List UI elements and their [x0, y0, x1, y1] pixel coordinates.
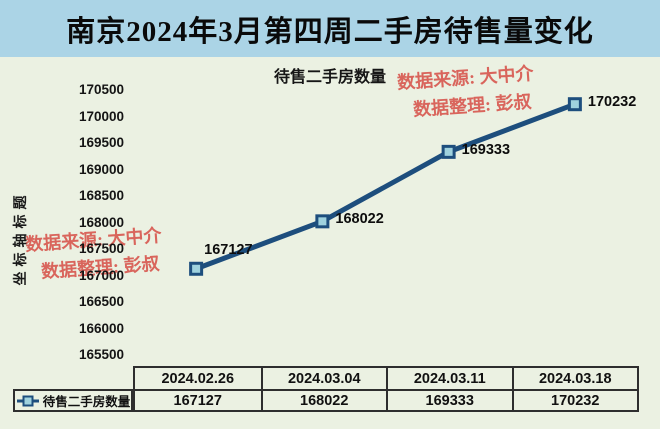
- data-point-marker: [441, 144, 456, 159]
- legend-label: 待售二手房数量: [42, 395, 131, 409]
- data-point-marker: [315, 214, 330, 229]
- table-header-cell: 2024.03.11: [386, 368, 512, 389]
- y-tick-label: 170000: [78, 108, 124, 124]
- data-point-marker: [567, 97, 582, 112]
- table-value-cell: 170232: [511, 389, 637, 410]
- y-tick-label: 170500: [78, 82, 124, 97]
- legend-cell: 待售二手房数量: [13, 389, 133, 412]
- table-value-cell: 169333: [386, 389, 512, 410]
- chart-title: 待售二手房数量: [273, 69, 386, 86]
- line-series-legend-icon: [16, 395, 39, 406]
- title-bar: 南京2024年3月第四周二手房待售量变化: [0, 0, 660, 57]
- y-tick-label: 165500: [78, 347, 124, 362]
- data-point-label: 167127: [204, 241, 253, 258]
- y-tick-label: 167000: [78, 267, 124, 283]
- y-axis-title: 坐标轴标题: [12, 190, 28, 286]
- y-tick-label: 169000: [78, 161, 124, 177]
- y-tick-label: 166000: [78, 320, 124, 336]
- y-tick-label: 168000: [78, 214, 124, 230]
- table-header-cell: 2024.02.26: [161, 370, 235, 387]
- data-point-label: 170232: [587, 94, 637, 111]
- y-tick-label: 169500: [78, 135, 124, 150]
- data-point-label: 168022: [335, 211, 384, 228]
- table-value-cell: 168022: [260, 389, 386, 410]
- series-line: [195, 101, 576, 272]
- data-point-marker: [189, 261, 204, 276]
- y-tick-label: 166500: [78, 294, 124, 309]
- page-title: 南京2024年3月第四周二手房待售量变化: [66, 15, 594, 48]
- table-header-cell: 2024.03.18: [511, 368, 638, 389]
- data-point-label: 169333: [461, 141, 511, 158]
- y-tick-label: 167500: [78, 241, 124, 256]
- watermark-top-right: 数据来源: 大中介 数据整理: 彭叔: [396, 59, 536, 122]
- y-tick-label: 168500: [78, 188, 124, 203]
- table-value-cell: 167127: [135, 389, 261, 410]
- data-table: 2024.02.26 2024.03.04 2024.03.11 2024.03.18…: [133, 366, 639, 412]
- table-header-cell: 2024.03.04: [260, 368, 387, 389]
